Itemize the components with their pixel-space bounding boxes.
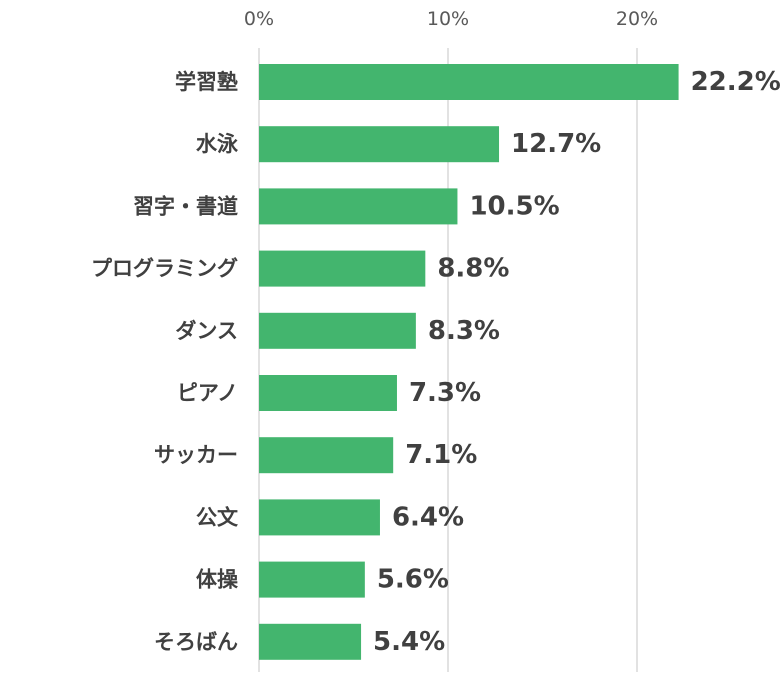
data-label: 6.4% (392, 502, 464, 532)
data-label: 8.3% (428, 316, 500, 346)
category-label: ピアノ (177, 381, 238, 405)
bars (259, 64, 679, 660)
category-label: プログラミング (91, 257, 238, 281)
category-label: 習字・書道 (133, 194, 238, 218)
bar (259, 499, 380, 536)
category-label: 学習塾 (175, 70, 238, 94)
category-label: サッカー (154, 443, 238, 467)
x-axis-ticks: 0% 10% 20% (244, 8, 658, 30)
data-label: 8.8% (437, 254, 509, 284)
x-tick-label: 10% (427, 8, 469, 30)
data-label: 7.1% (405, 440, 477, 470)
category-label: 公文 (196, 505, 239, 529)
bar (259, 64, 679, 100)
bar (259, 126, 500, 163)
data-labels: 22.2% 12.7% 10.5% 8.8% 8.3% 7.3% 7.1% 6.4% 5.6% 5… (373, 67, 781, 657)
data-label: 12.7% (511, 129, 601, 159)
x-tick-label: 0% (244, 8, 274, 30)
data-label: 5.4% (373, 627, 445, 657)
bar (259, 312, 416, 349)
data-label: 7.3% (409, 378, 481, 408)
category-label: 体操 (196, 568, 239, 592)
data-label: 10.5% (469, 191, 559, 221)
bar (259, 375, 397, 411)
category-label: そろばん (154, 630, 238, 654)
bar (259, 188, 458, 225)
category-label: 水泳 (196, 132, 239, 156)
bar (259, 623, 362, 660)
bar (259, 250, 426, 287)
data-label: 5.6% (377, 565, 449, 595)
bar (259, 561, 365, 598)
category-label: ダンス (175, 319, 238, 343)
bar (259, 437, 394, 474)
data-label: 22.2% (691, 67, 781, 97)
x-tick-label: 20% (616, 8, 658, 30)
